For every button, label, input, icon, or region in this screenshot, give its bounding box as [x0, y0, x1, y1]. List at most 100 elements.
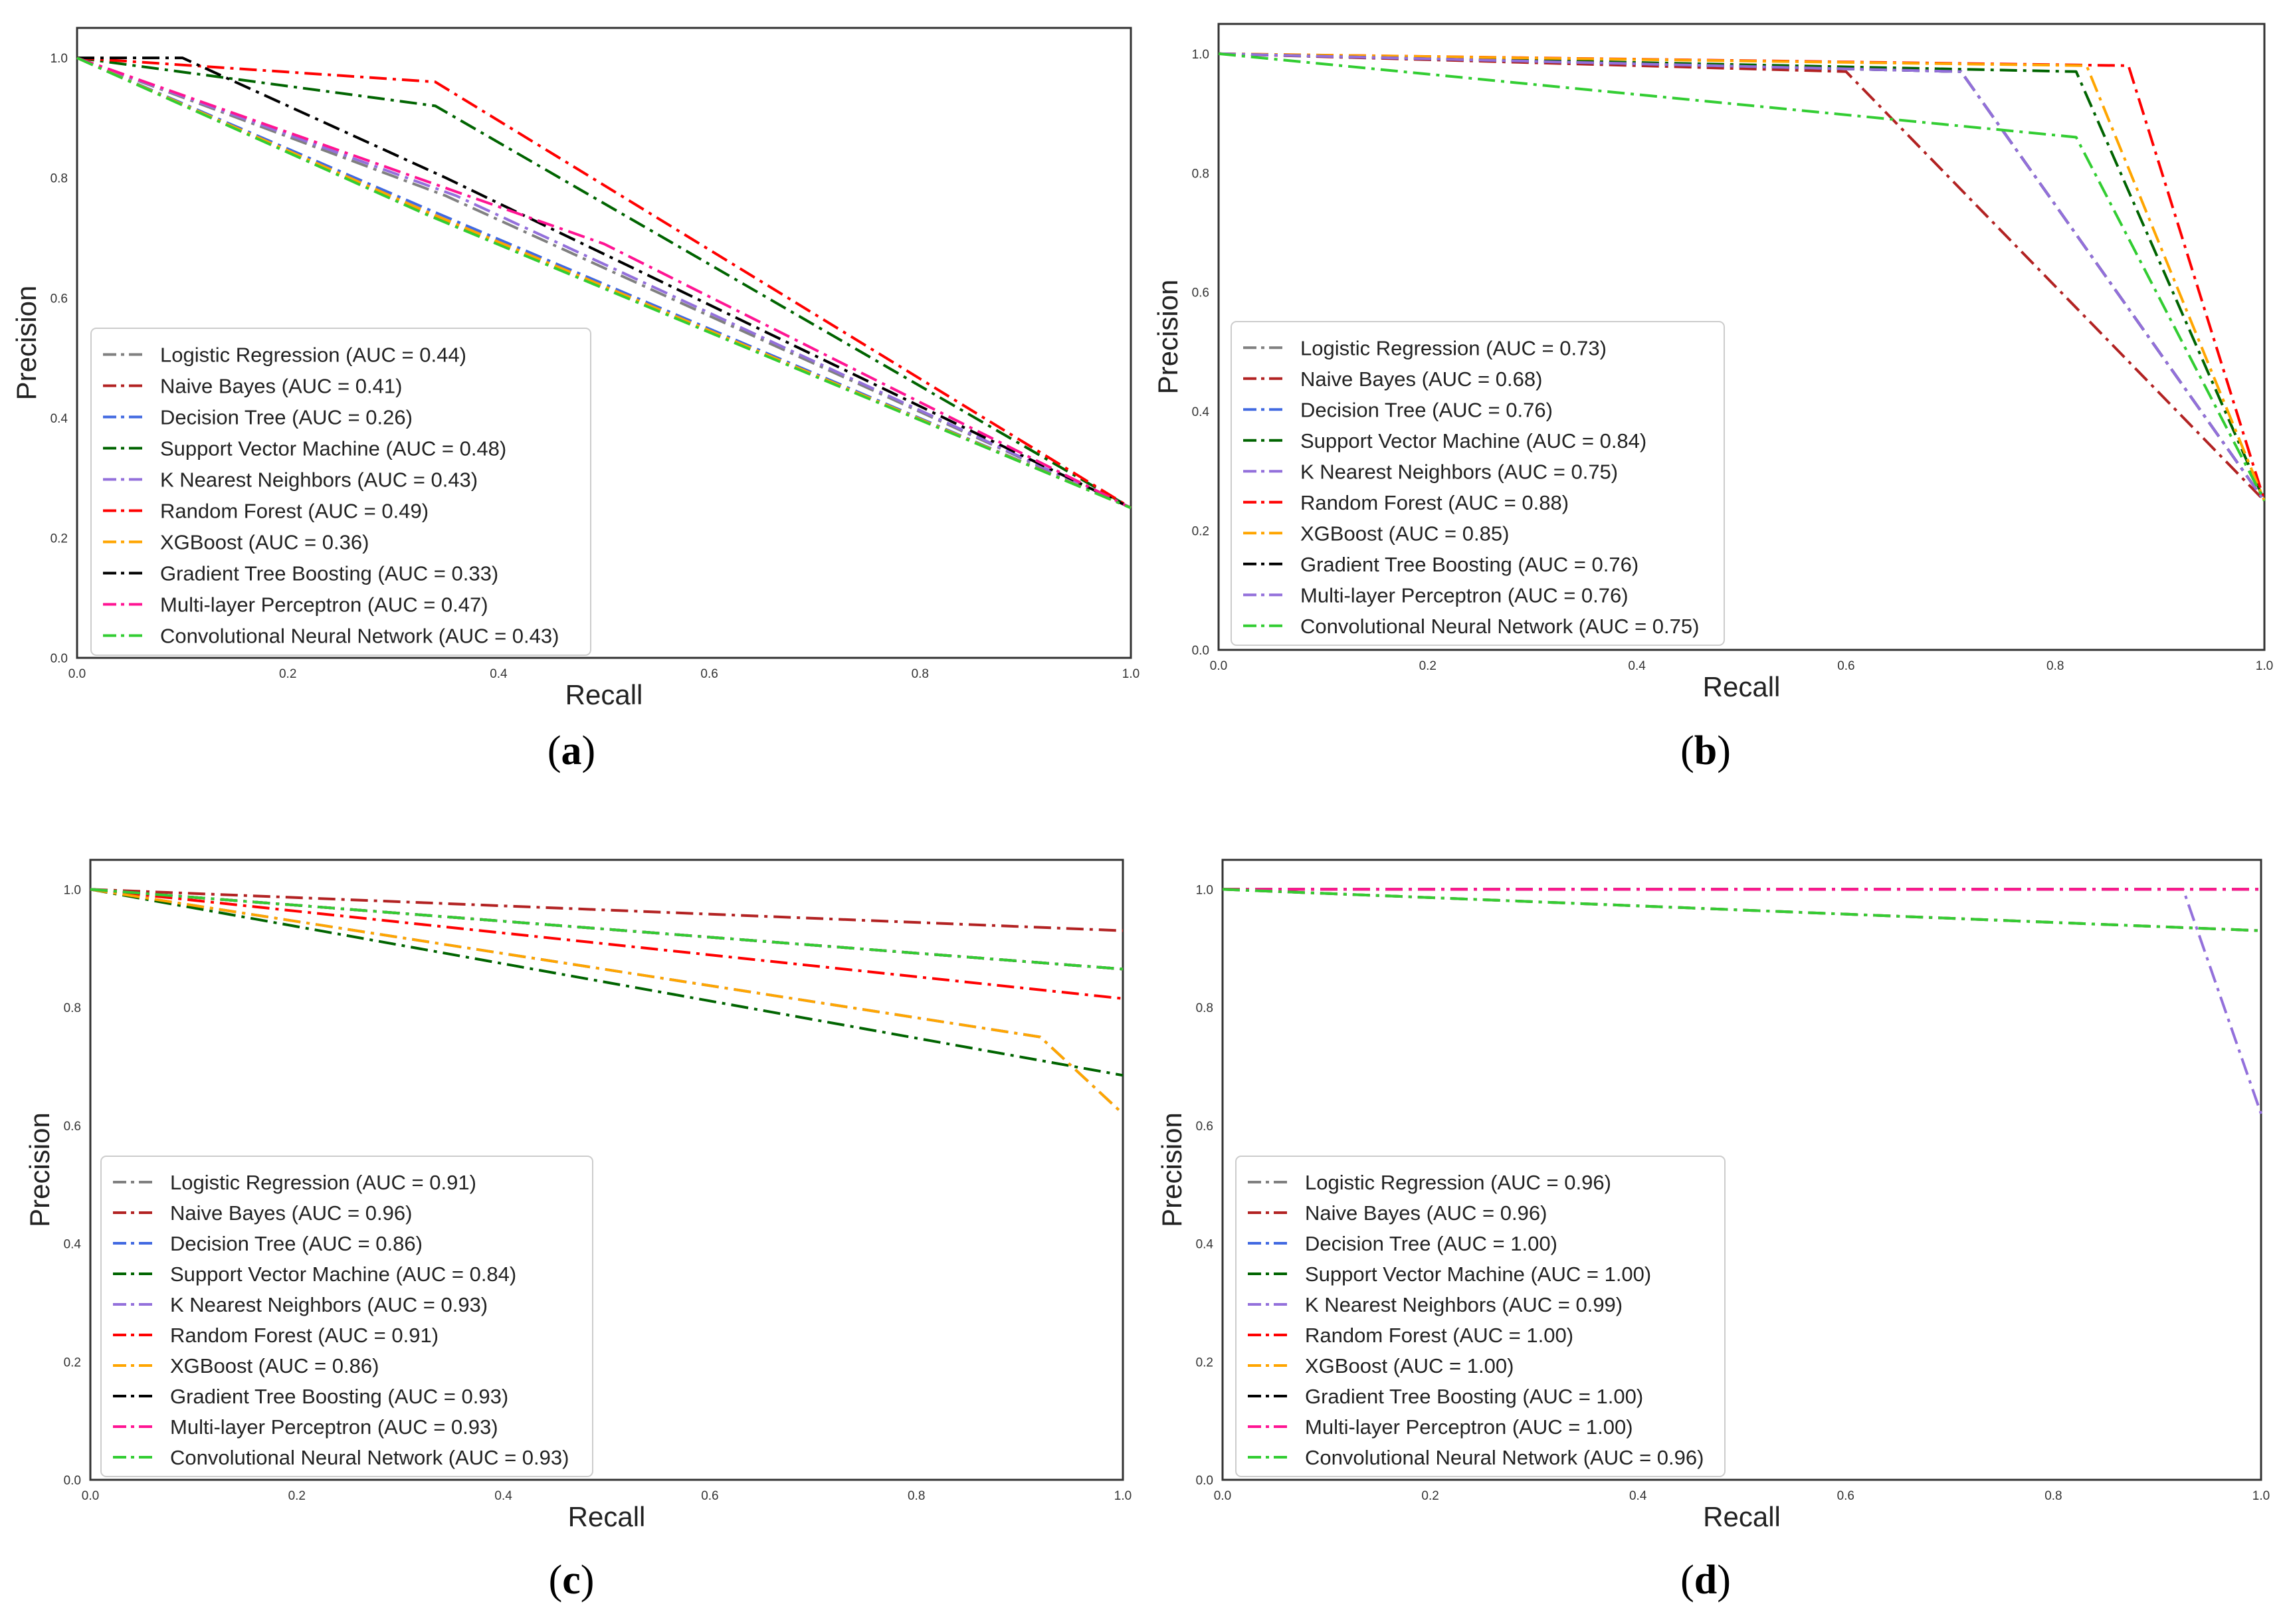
x-tick-label: 0.6: [1837, 1489, 1854, 1503]
legend-label: Convolutional Neural Network (AUC = 0.43…: [160, 625, 559, 648]
legend-label: Multi-layer Perceptron (AUC = 0.93): [170, 1415, 498, 1439]
legend-label: Decision Tree (AUC = 1.00): [1305, 1232, 1557, 1255]
y-tick-label: 0.4: [1196, 1238, 1214, 1252]
y-tick-label: 0.0: [64, 1474, 81, 1488]
y-tick-label: 0.6: [1192, 286, 1209, 300]
y-tick-label: 0.6: [64, 1120, 81, 1134]
panel-a: 0.0 0.2 0.4 0.6 0.8 1.0 0.0 0.2 0.4 0.6 0.8 1.0 Reca…: [11, 27, 1140, 773]
legend-label: Convolutional Neural Network (AUC = 0.93…: [170, 1446, 569, 1469]
x-tick-label: 0.2: [1419, 659, 1437, 673]
panel-b: 0.0 0.2 0.4 0.6 0.8 1.0 0.0 0.2 0.4 0.6 0.8 1.0 Reca…: [1152, 23, 2273, 773]
x-tick-label: 0.2: [288, 1489, 306, 1503]
legend-label: K Nearest Neighbors (AUC = 0.43): [160, 468, 478, 492]
series-line-10: [1222, 888, 2262, 932]
y-axis-label: Precision: [1156, 1112, 1187, 1227]
legend-label: K Nearest Neighbors (AUC = 0.75): [1300, 460, 1618, 483]
series-line-6: [90, 888, 1124, 1000]
legend-label: Logistic Regression (AUC = 0.96): [1305, 1171, 1611, 1194]
legend-label: Decision Tree (AUC = 0.26): [160, 406, 413, 429]
y-tick-label: 1.0: [1192, 48, 1209, 62]
legend-label: Naive Bayes (AUC = 0.96): [1305, 1201, 1547, 1225]
legend-label: Logistic Regression (AUC = 0.91): [170, 1171, 476, 1194]
legend-box: [1235, 1156, 1726, 1477]
x-tick-label: 0.4: [490, 667, 508, 681]
panel-caption: (c): [549, 1558, 595, 1603]
x-tick-label: 0.0: [82, 1489, 99, 1503]
y-tick-label: 0.2: [1196, 1356, 1213, 1370]
legend-label: Multi-layer Perceptron (AUC = 1.00): [1305, 1415, 1633, 1439]
y-tick-label: 1.0: [50, 52, 68, 66]
x-tick-label: 0.0: [1214, 1489, 1231, 1503]
legend-label: Support Vector Machine (AUC = 0.84): [1300, 429, 1646, 453]
legend-label: Multi-layer Perceptron (AUC = 0.76): [1300, 583, 1629, 607]
y-tick-label: 0.4: [50, 412, 68, 426]
legend-box: [100, 1156, 593, 1477]
x-tick-label: 0.6: [701, 1489, 718, 1503]
legend-label: XGBoost (AUC = 0.86): [170, 1354, 379, 1377]
x-tick-label: 0.8: [2046, 659, 2064, 673]
y-tick-label: 1.0: [64, 883, 81, 897]
x-tick-label: 0.4: [1628, 659, 1646, 673]
x-tick-label: 0.2: [279, 667, 296, 681]
legend-label: Random Forest (AUC = 1.00): [1305, 1324, 1573, 1347]
legend-label: Multi-layer Perceptron (AUC = 0.47): [160, 593, 488, 617]
panel-caption: (a): [547, 728, 595, 773]
y-tick-label: 0.8: [50, 172, 68, 186]
x-tick-label: 1.0: [2256, 659, 2273, 673]
legend-label: XGBoost (AUC = 0.36): [160, 531, 369, 554]
legend-label: Gradient Tree Boosting (AUC = 0.93): [170, 1385, 508, 1408]
y-axis-label: Precision: [1152, 280, 1183, 395]
y-tick-label: 0.0: [50, 652, 68, 666]
x-axis-label: Recall: [568, 1501, 646, 1532]
legend-label: Convolutional Neural Network (AUC = 0.96…: [1305, 1446, 1704, 1469]
legend-label: Naive Bayes (AUC = 0.68): [1300, 367, 1542, 391]
legend-label: K Nearest Neighbors (AUC = 0.99): [1305, 1293, 1623, 1316]
x-tick-label: 0.0: [68, 667, 86, 681]
legend-label: XGBoost (AUC = 0.85): [1300, 522, 1509, 545]
legend-label: Support Vector Machine (AUC = 0.48): [160, 437, 506, 460]
x-tick-label: 1.0: [2252, 1489, 2270, 1503]
y-tick-label: 0.8: [1192, 167, 1209, 181]
x-axis-label: Recall: [1703, 1501, 1781, 1532]
y-tick-label: 0.4: [1192, 405, 1210, 419]
x-tick-label: 0.4: [494, 1489, 512, 1503]
legend-label: Gradient Tree Boosting (AUC = 0.33): [160, 562, 498, 585]
x-tick-label: 0.4: [1629, 1489, 1647, 1503]
series-line-8: [77, 56, 1132, 510]
y-tick-label: 0.0: [1192, 644, 1209, 658]
series-line-9: [1218, 52, 2266, 502]
legend-label: Naive Bayes (AUC = 0.96): [170, 1201, 412, 1225]
legend-label: Naive Bayes (AUC = 0.41): [160, 375, 402, 398]
legend-label: Gradient Tree Boosting (AUC = 1.00): [1305, 1385, 1643, 1408]
series-line-7: [90, 888, 1124, 1115]
x-tick-label: 0.2: [1421, 1489, 1439, 1503]
x-tick-label: 0.8: [2044, 1489, 2062, 1503]
series-line-10: [1218, 52, 2266, 502]
legend-box: [90, 328, 591, 656]
y-tick-label: 0.4: [64, 1238, 82, 1252]
x-tick-label: 0.6: [1837, 659, 1854, 673]
series-line-4: [90, 888, 1124, 1077]
y-tick-label: 0.2: [1192, 525, 1209, 539]
panel-caption: (b): [1680, 728, 1731, 773]
legend-label: Random Forest (AUC = 0.88): [1300, 491, 1569, 514]
y-axis-label: Precision: [24, 1112, 55, 1227]
x-tick-label: 1.0: [1114, 1489, 1132, 1503]
x-tick-label: 0.0: [1210, 659, 1227, 673]
x-axis-label: Recall: [565, 679, 643, 710]
y-tick-label: 0.2: [50, 532, 68, 546]
x-tick-label: 1.0: [1122, 667, 1140, 681]
series-line-10: [90, 888, 1124, 971]
x-tick-label: 0.6: [700, 667, 718, 681]
panel-c: 0.0 0.2 0.4 0.6 0.8 1.0 0.0 0.2 0.4 0.6 0.8 1.0 Reca…: [24, 859, 1132, 1603]
legend-label: Decision Tree (AUC = 0.86): [170, 1232, 423, 1255]
legend-label: Support Vector Machine (AUC = 1.00): [1305, 1263, 1651, 1286]
legend-label: Support Vector Machine (AUC = 0.84): [170, 1263, 516, 1286]
panel-caption: (d): [1680, 1558, 1731, 1603]
legend-label: Decision Tree (AUC = 0.76): [1300, 398, 1553, 421]
legend-box: [1231, 321, 1725, 646]
series-line-10: [76, 56, 1132, 510]
y-tick-label: 0.8: [64, 1001, 81, 1015]
y-tick-label: 0.8: [1196, 1001, 1213, 1015]
